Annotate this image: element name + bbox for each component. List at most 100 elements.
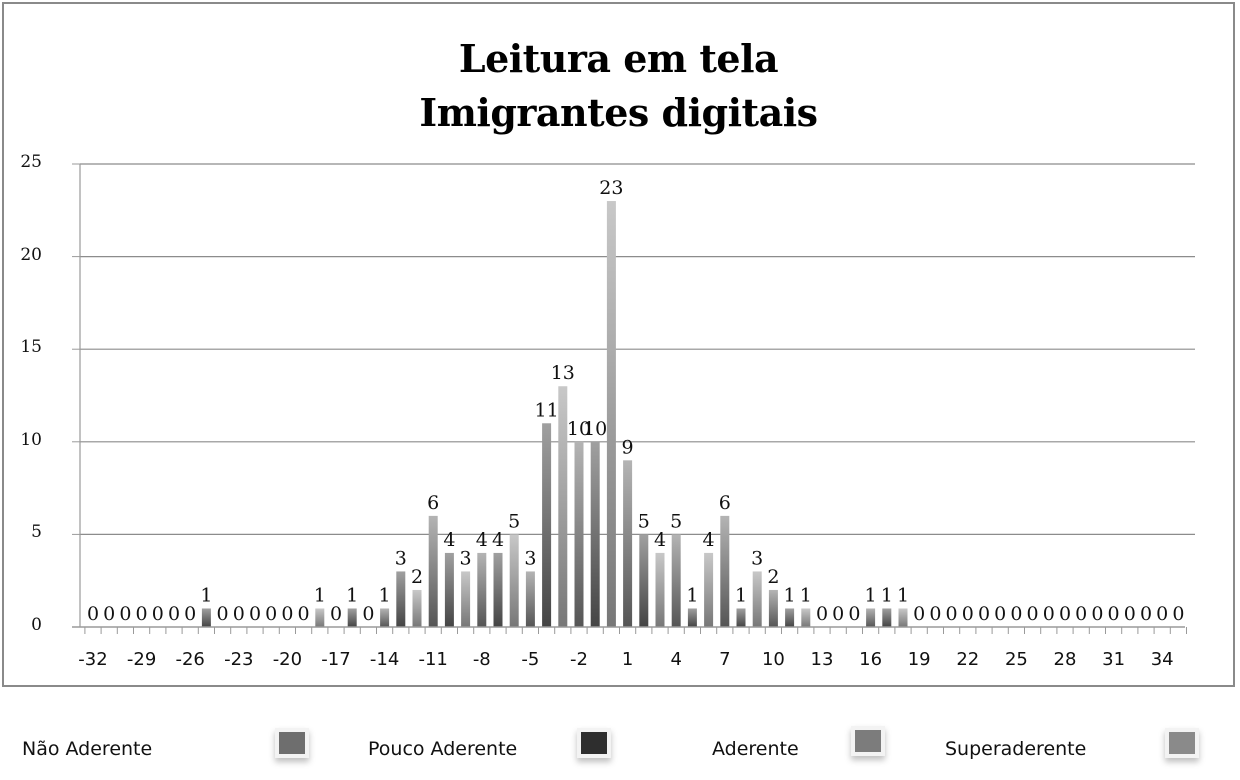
data-label: 0 xyxy=(978,603,990,625)
chart-title: Leitura em tela Imigrantes digitais xyxy=(4,32,1233,140)
data-label: 9 xyxy=(622,436,634,458)
data-label: 0 xyxy=(265,603,277,625)
x-tick-label: 10 xyxy=(761,649,785,670)
data-label: 0 xyxy=(281,603,293,625)
y-tick-label: 15 xyxy=(20,337,42,358)
data-label: 1 xyxy=(784,584,796,606)
data-label: 0 xyxy=(233,603,245,625)
data-label: 1 xyxy=(881,584,893,606)
bar xyxy=(736,608,746,627)
bar xyxy=(671,534,681,627)
x-tick-label: 16 xyxy=(859,649,883,670)
data-label: 0 xyxy=(1124,603,1136,625)
x-tick-label: 13 xyxy=(810,649,834,670)
x-tick-label: 31 xyxy=(1102,649,1126,670)
data-label: 5 xyxy=(638,510,650,532)
x-tick-label: -8 xyxy=(472,649,491,670)
x-tick-label: 4 xyxy=(670,649,682,670)
bar xyxy=(590,441,600,627)
gridlines xyxy=(72,163,1195,628)
x-tick-label: 22 xyxy=(956,649,980,670)
data-label: 0 xyxy=(962,603,974,625)
x-tick-label: -26 xyxy=(175,649,205,670)
data-label: 0 xyxy=(1156,603,1168,625)
x-tick-label: 34 xyxy=(1150,649,1174,670)
bar xyxy=(785,608,795,627)
x-tick-label: -29 xyxy=(126,649,157,670)
data-label: 0 xyxy=(136,603,148,625)
data-label: 0 xyxy=(168,603,180,625)
data-label: 0 xyxy=(184,603,196,625)
data-label: 3 xyxy=(751,547,763,569)
data-label: 0 xyxy=(946,603,958,625)
legend-swatch-superaderente xyxy=(1165,728,1199,758)
data-label: 0 xyxy=(217,603,229,625)
x-tick-label: -2 xyxy=(570,649,588,670)
legend-swatch-aderente xyxy=(851,726,885,756)
legend-swatch-pouco-aderente xyxy=(577,728,611,758)
data-label: 5 xyxy=(508,510,520,532)
legend-label: Pouco Aderente xyxy=(368,738,518,760)
y-tick-label: 20 xyxy=(20,244,42,265)
bar xyxy=(655,552,665,627)
bar xyxy=(882,608,892,627)
bar xyxy=(542,423,552,627)
data-label: 1 xyxy=(897,584,909,606)
bar xyxy=(704,552,714,627)
bar xyxy=(866,608,876,627)
legend-item-superaderente: Superaderente xyxy=(945,738,1086,760)
data-label: 0 xyxy=(1172,603,1184,625)
bar xyxy=(623,460,633,627)
data-label: 4 xyxy=(703,529,715,551)
data-label: 0 xyxy=(249,603,261,625)
bars xyxy=(201,201,908,628)
legend: Não Aderente Pouco Aderente Aderente Sup… xyxy=(0,720,1240,780)
legend-item-nao-aderente: Não Aderente xyxy=(22,738,152,760)
data-label: 2 xyxy=(411,566,423,588)
data-label: 0 xyxy=(1059,603,1071,625)
bar xyxy=(201,608,211,627)
data-label: 0 xyxy=(848,603,860,625)
bar xyxy=(801,608,811,627)
data-label: 0 xyxy=(1091,603,1103,625)
bar xyxy=(687,608,697,627)
x-tick-label: 25 xyxy=(1004,649,1028,670)
bar xyxy=(444,552,454,627)
data-label: 1 xyxy=(735,584,747,606)
legend-swatch-nao-aderente xyxy=(275,728,309,758)
data-label: 1 xyxy=(686,584,698,606)
x-tick-label: 19 xyxy=(907,649,931,670)
bar xyxy=(477,552,487,627)
chart-frame: Leitura em tela Imigrantes digitais xyxy=(2,2,1235,687)
x-tick-label: -5 xyxy=(521,649,540,670)
bar xyxy=(412,589,422,627)
x-tick-label: -23 xyxy=(224,649,254,670)
data-label: 0 xyxy=(1010,603,1022,625)
data-label: 0 xyxy=(330,603,342,625)
data-label: 0 xyxy=(119,603,131,625)
x-tick-label: -17 xyxy=(321,649,351,670)
y-tick-label: 10 xyxy=(20,429,42,450)
data-label: 4 xyxy=(654,529,666,551)
data-label: 0 xyxy=(152,603,164,625)
legend-label: Aderente xyxy=(712,738,799,760)
bar xyxy=(525,571,535,627)
data-label: 1 xyxy=(346,584,358,606)
data-label: 0 xyxy=(832,603,844,625)
data-label: 0 xyxy=(1140,603,1152,625)
data-label: 0 xyxy=(994,603,1006,625)
bar xyxy=(315,608,325,627)
data-label: 0 xyxy=(103,603,115,625)
x-tick-label: -11 xyxy=(418,649,448,670)
bar xyxy=(493,552,503,627)
data-label: 0 xyxy=(1075,603,1087,625)
x-tick-label: -20 xyxy=(272,649,303,670)
data-label: 0 xyxy=(929,603,941,625)
data-label: 0 xyxy=(1108,603,1120,625)
bar xyxy=(396,571,406,627)
data-label: 1 xyxy=(379,584,391,606)
data-label: 5 xyxy=(670,510,682,532)
legend-item-aderente: Aderente xyxy=(712,738,799,760)
data-label: 13 xyxy=(551,362,575,384)
